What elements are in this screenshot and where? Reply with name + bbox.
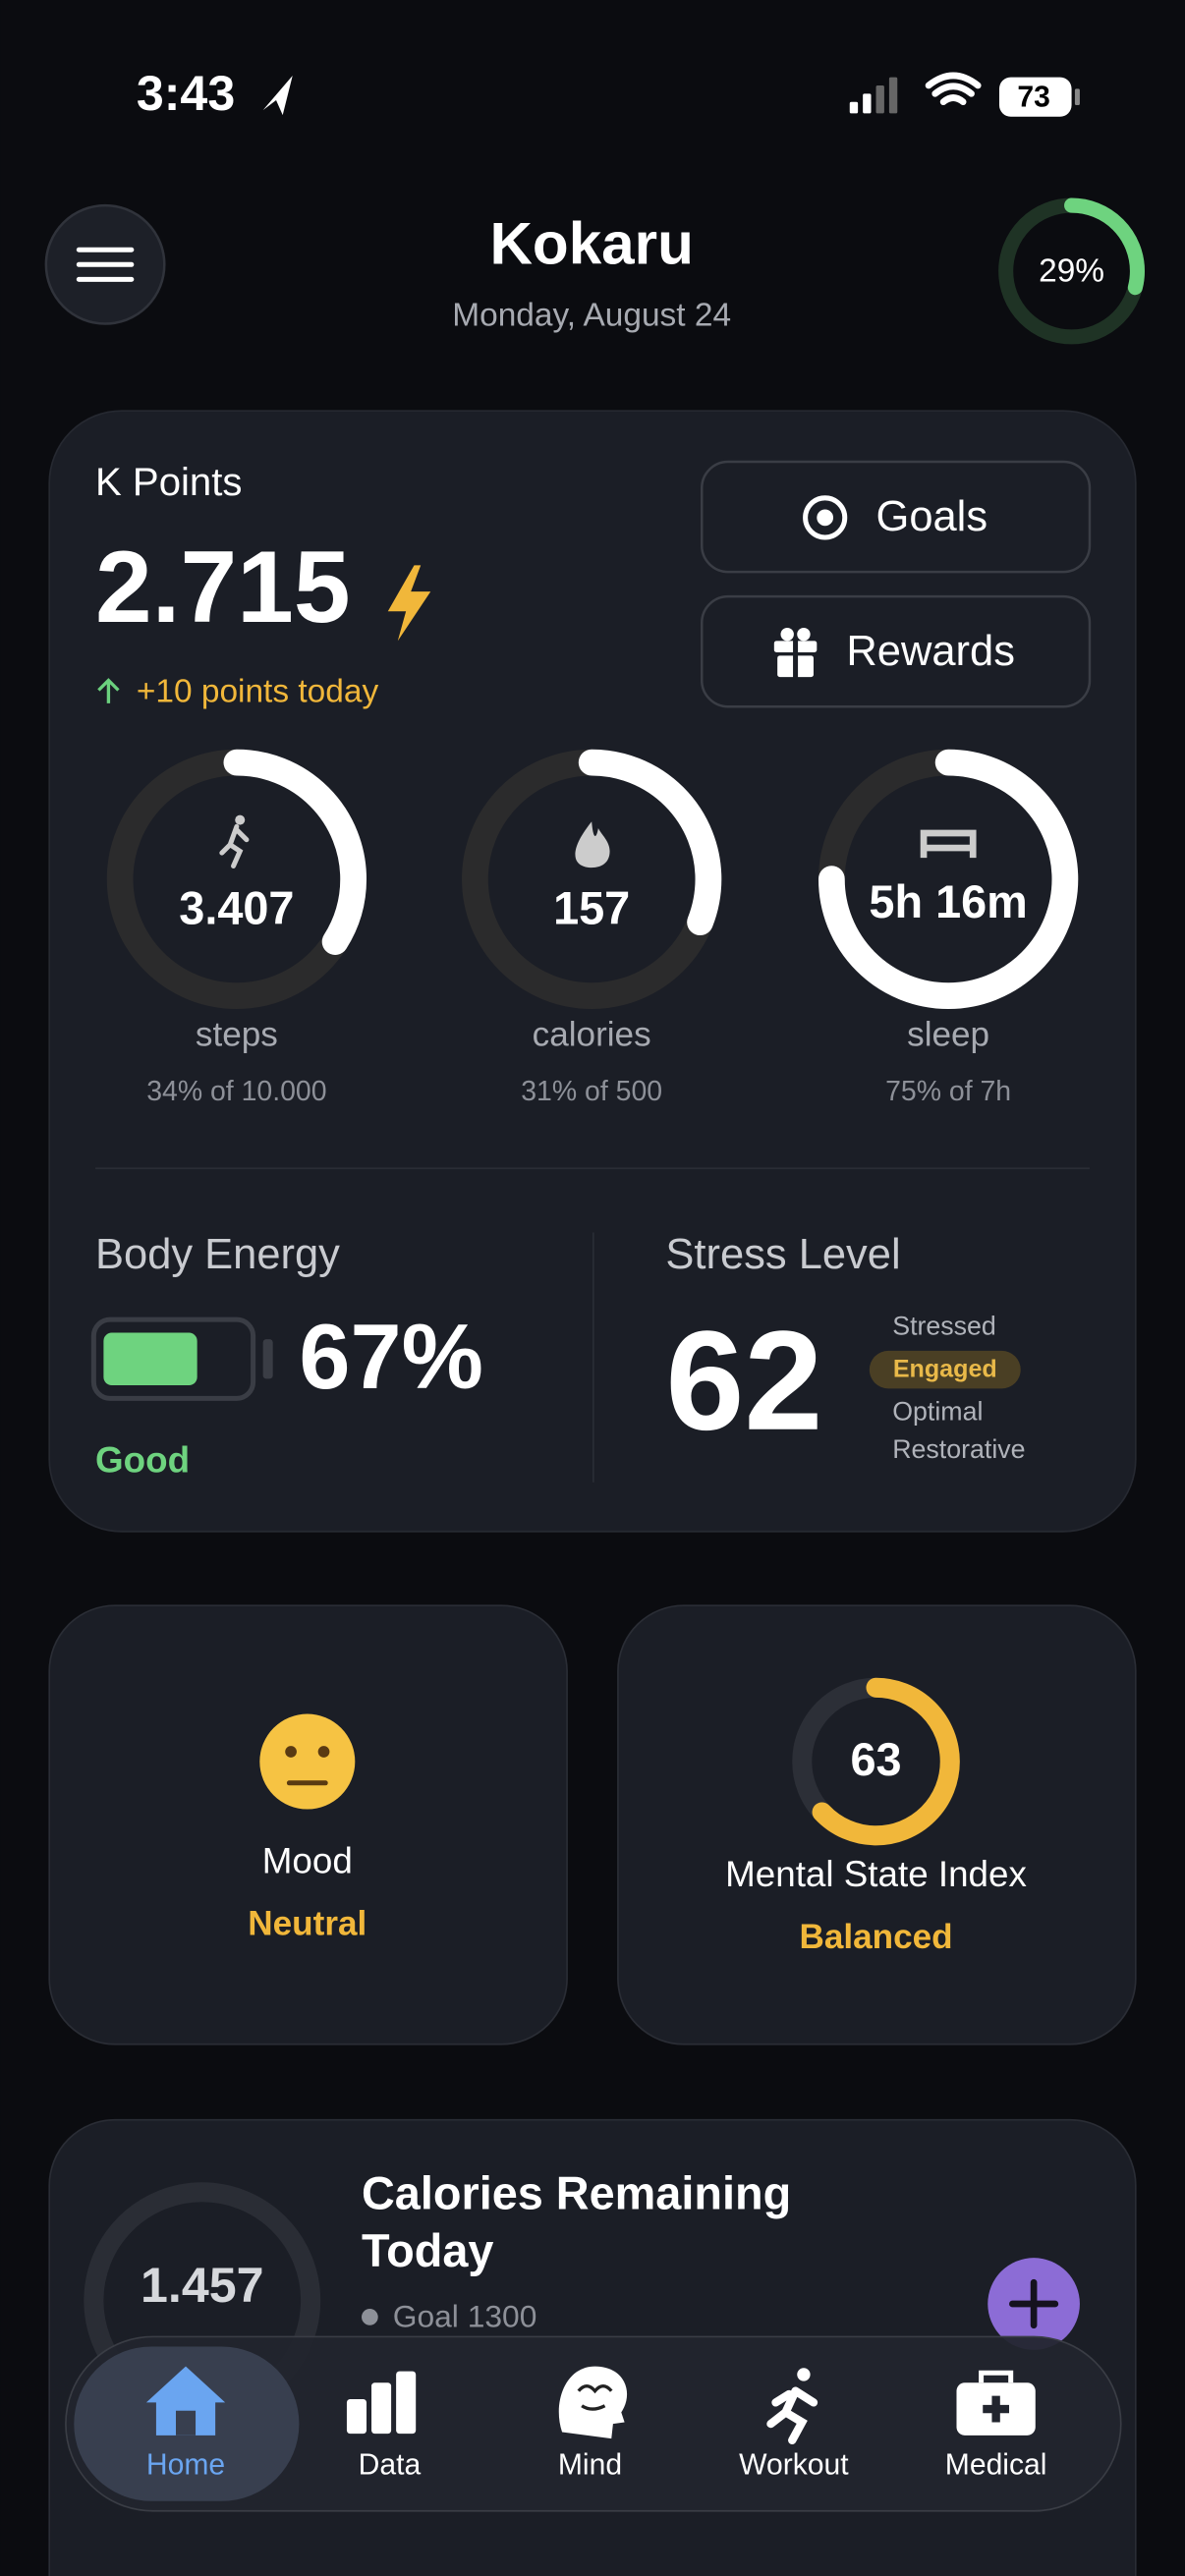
body-energy-status: Good [95, 1439, 190, 1480]
mental-status: Balanced [799, 1918, 952, 1956]
menu-icon [76, 247, 135, 282]
calories-goal: Goal 1300 [393, 2298, 537, 2333]
bed-icon [920, 829, 977, 859]
tab-label[interactable]: Home [146, 2449, 225, 2482]
tab-label[interactable]: Mind [558, 2449, 622, 2482]
body-energy-title: Body Energy [95, 1231, 340, 1278]
stress-levels: Stressed Engaged Optimal Restorative [869, 1312, 1026, 1464]
tab-label[interactable]: Workout [739, 2449, 849, 2482]
ring-progress [818, 749, 1079, 1009]
ring-label: sleep [907, 1016, 989, 1054]
ring-progress [792, 1677, 960, 1846]
battery-level: 73 [1017, 81, 1049, 113]
add-icon [1009, 2278, 1059, 2329]
goal-dot [361, 2309, 378, 2325]
emoji-eye [317, 1746, 330, 1758]
ring-progress [106, 749, 367, 1009]
stress-title: Stress Level [665, 1231, 900, 1278]
tab-label[interactable]: Data [359, 2449, 422, 2482]
mental-ring [792, 1677, 960, 1846]
up-arrow [97, 678, 120, 703]
card-title: K Points [95, 460, 242, 504]
goals-icon [803, 495, 848, 540]
bolt-icon [387, 565, 431, 642]
ring-value: 5h 16m [869, 876, 1027, 927]
calories-title: Calories Remaining [362, 2168, 791, 2219]
calories-value: 1.457 [141, 2258, 264, 2313]
signal-icon [849, 77, 898, 114]
ring-value: 157 [553, 883, 630, 934]
stress-level: Optimal [892, 1397, 983, 1427]
mind-icon [558, 2366, 628, 2439]
workout-icon [766, 2368, 818, 2445]
mood-card[interactable] [48, 1604, 568, 2045]
level-highlight [869, 1350, 1021, 1389]
mental-value: 63 [850, 1734, 901, 1785]
goals-icon-center [817, 509, 834, 527]
ring-detail: 31% of 500 [521, 1076, 662, 1107]
stress-level: Engaged [893, 1356, 997, 1383]
mood-title: Mood [262, 1840, 353, 1880]
steps-icon [219, 823, 250, 868]
calories-title: Today [362, 2225, 493, 2276]
rewards-button[interactable] [700, 594, 1092, 708]
ring-label: calories [533, 1016, 651, 1054]
points-value: 2.715 [95, 530, 350, 644]
stress-value: 62 [665, 1303, 822, 1460]
steps-icon-head [235, 814, 246, 825]
goals-button[interactable] [700, 460, 1092, 574]
home-icon [145, 2366, 226, 2436]
date: Monday, August 24 [452, 298, 731, 334]
fire-icon [575, 821, 610, 868]
battery-icon [998, 77, 1072, 117]
progress-label: 29% [1039, 252, 1104, 289]
body-energy-value: 67% [299, 1305, 482, 1408]
energy-battery-tip [262, 1339, 273, 1379]
points-today: +10 points today [137, 674, 379, 710]
data-icon [346, 2371, 417, 2435]
energy-fill [103, 1332, 198, 1386]
mental-title: Mental State Index [725, 1854, 1027, 1894]
emoji-eye [285, 1746, 297, 1758]
app-title: Kokaru [489, 209, 693, 276]
medical-icon [956, 2370, 1036, 2436]
goals-label: Goals [876, 493, 988, 540]
rewards-label: Rewards [846, 628, 1015, 675]
ring-progress [462, 749, 722, 1009]
ring-detail: 75% of 7h [885, 1076, 1011, 1107]
wifi-icon [925, 72, 982, 106]
progress-ring[interactable] [998, 197, 1146, 345]
ring-label: steps [196, 1016, 278, 1054]
tab-label[interactable]: Medical [945, 2449, 1047, 2482]
tabs: Home Data Mind Workout Medical [146, 2449, 1047, 2482]
ring-progress [998, 197, 1146, 345]
energy-battery [90, 1316, 256, 1401]
time: 3:43 [137, 66, 235, 121]
ring-detail: 34% of 10.000 [146, 1076, 326, 1107]
mental-card[interactable] [617, 1604, 1137, 2045]
stress-level: Stressed [892, 1312, 996, 1341]
activity-rings: 3.407 steps 34% of 10.000 157 calories 31% of… [106, 749, 1079, 1107]
battery-tip [1074, 88, 1080, 106]
stress-level: Restorative [892, 1434, 1025, 1464]
location-icon [262, 75, 293, 116]
gift-ribbon [793, 639, 799, 679]
mood-value: Neutral [248, 1905, 367, 1943]
mood-emoji [259, 1713, 356, 1810]
ring-value: 3.407 [179, 883, 294, 934]
